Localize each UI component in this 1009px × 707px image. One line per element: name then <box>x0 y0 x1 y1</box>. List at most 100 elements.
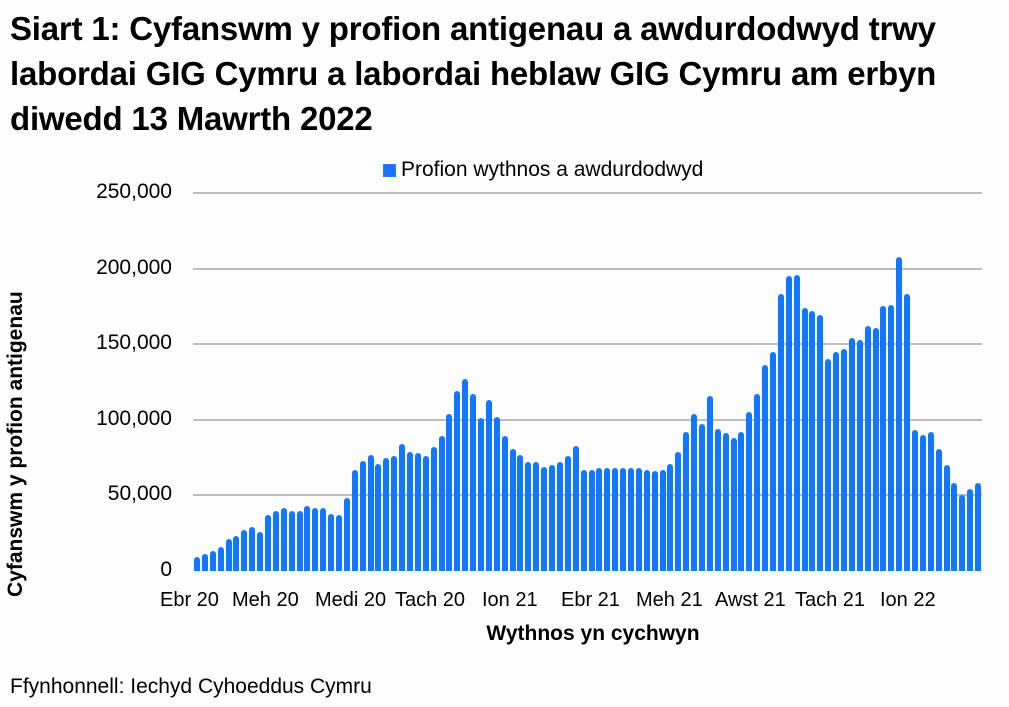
bar <box>943 465 950 571</box>
bar <box>399 444 406 571</box>
bar <box>225 539 232 571</box>
bar <box>233 536 240 571</box>
bar <box>312 507 319 571</box>
x-tick-label: Tach 21 <box>795 589 866 611</box>
bar <box>604 468 611 571</box>
x-tick-label: Ion 22 <box>880 589 936 611</box>
bar <box>643 469 650 571</box>
bar <box>328 513 335 571</box>
bar <box>422 456 429 571</box>
y-tick-label: 150,000 <box>96 331 172 355</box>
plot-area <box>193 193 982 571</box>
bar <box>249 527 256 571</box>
legend: Profion wythnos a awdurdodwyd <box>383 158 703 182</box>
bar <box>675 451 682 571</box>
bar <box>320 507 327 571</box>
gridline <box>193 418 982 421</box>
x-tick-label: Ebr 21 <box>561 589 620 611</box>
bar <box>769 351 776 571</box>
bar <box>698 424 705 571</box>
bar <box>904 294 911 571</box>
bar <box>454 391 461 571</box>
gridline <box>193 343 982 346</box>
bar <box>825 359 832 571</box>
bar <box>667 463 674 571</box>
bar <box>407 451 414 571</box>
bar <box>564 456 571 571</box>
bar <box>951 483 958 571</box>
x-tick-label: Medi 20 <box>315 589 387 611</box>
x-tick-label: Awst 21 <box>715 589 786 611</box>
bar <box>580 469 587 571</box>
bar <box>801 307 808 571</box>
bar <box>478 418 485 571</box>
bar <box>438 436 445 571</box>
bar <box>691 413 698 571</box>
bar <box>391 456 398 571</box>
gridline <box>193 494 982 497</box>
x-tick-label: Meh 21 <box>636 589 703 611</box>
bar <box>493 416 500 571</box>
bar <box>257 531 264 571</box>
bar <box>754 394 761 571</box>
bar <box>525 462 532 571</box>
bar <box>840 348 847 571</box>
bar <box>462 378 469 571</box>
bar <box>762 365 769 571</box>
bar <box>201 554 208 571</box>
bar <box>730 437 737 571</box>
bar <box>919 434 926 571</box>
bar <box>635 468 642 571</box>
bar <box>265 515 271 571</box>
bar <box>509 448 516 571</box>
bar <box>351 469 358 571</box>
bar <box>588 469 595 571</box>
bar <box>272 510 279 571</box>
bar <box>659 469 666 571</box>
bar <box>809 310 816 571</box>
bar <box>549 465 556 571</box>
bar <box>975 483 982 571</box>
bar <box>896 256 903 571</box>
bar <box>872 327 879 571</box>
x-axis-label: Wythnos yn cychwyn <box>486 622 700 645</box>
bar <box>501 436 508 571</box>
x-tick-label: Ebr 20 <box>160 589 219 611</box>
bar <box>746 412 753 571</box>
bar <box>533 462 540 571</box>
bar <box>430 447 437 571</box>
bar <box>722 433 729 571</box>
bar <box>383 457 390 571</box>
bar <box>888 304 895 571</box>
bar <box>209 551 216 571</box>
bar <box>596 468 603 571</box>
gridline <box>193 267 982 270</box>
bar <box>612 468 619 571</box>
bar <box>714 428 721 571</box>
bar <box>864 326 871 571</box>
bar <box>217 546 224 571</box>
bar <box>280 507 287 571</box>
bar <box>627 468 634 571</box>
y-tick-label: 200,000 <box>96 255 172 279</box>
x-tick-label: Meh 20 <box>232 589 299 611</box>
bar <box>848 338 855 571</box>
bar <box>785 276 792 571</box>
gridline <box>193 192 982 194</box>
bar <box>556 462 563 571</box>
y-tick-label: 50,000 <box>107 482 172 506</box>
x-tick-label: Tach 20 <box>395 589 466 611</box>
y-tick-label: 0 <box>160 558 172 581</box>
bar <box>541 466 548 571</box>
bar <box>336 515 343 571</box>
legend-label: Profion wythnos a awdurdodwyd <box>401 158 704 181</box>
bar <box>793 274 800 571</box>
bar <box>343 498 350 571</box>
bar <box>375 463 382 571</box>
chart-title: Siart 1: Cyfanswm y profion antigenau a … <box>10 10 937 137</box>
bar <box>683 431 690 571</box>
bar <box>359 460 366 571</box>
bar <box>620 468 627 571</box>
y-tick-label: 100,000 <box>96 406 172 430</box>
bar <box>304 505 311 571</box>
